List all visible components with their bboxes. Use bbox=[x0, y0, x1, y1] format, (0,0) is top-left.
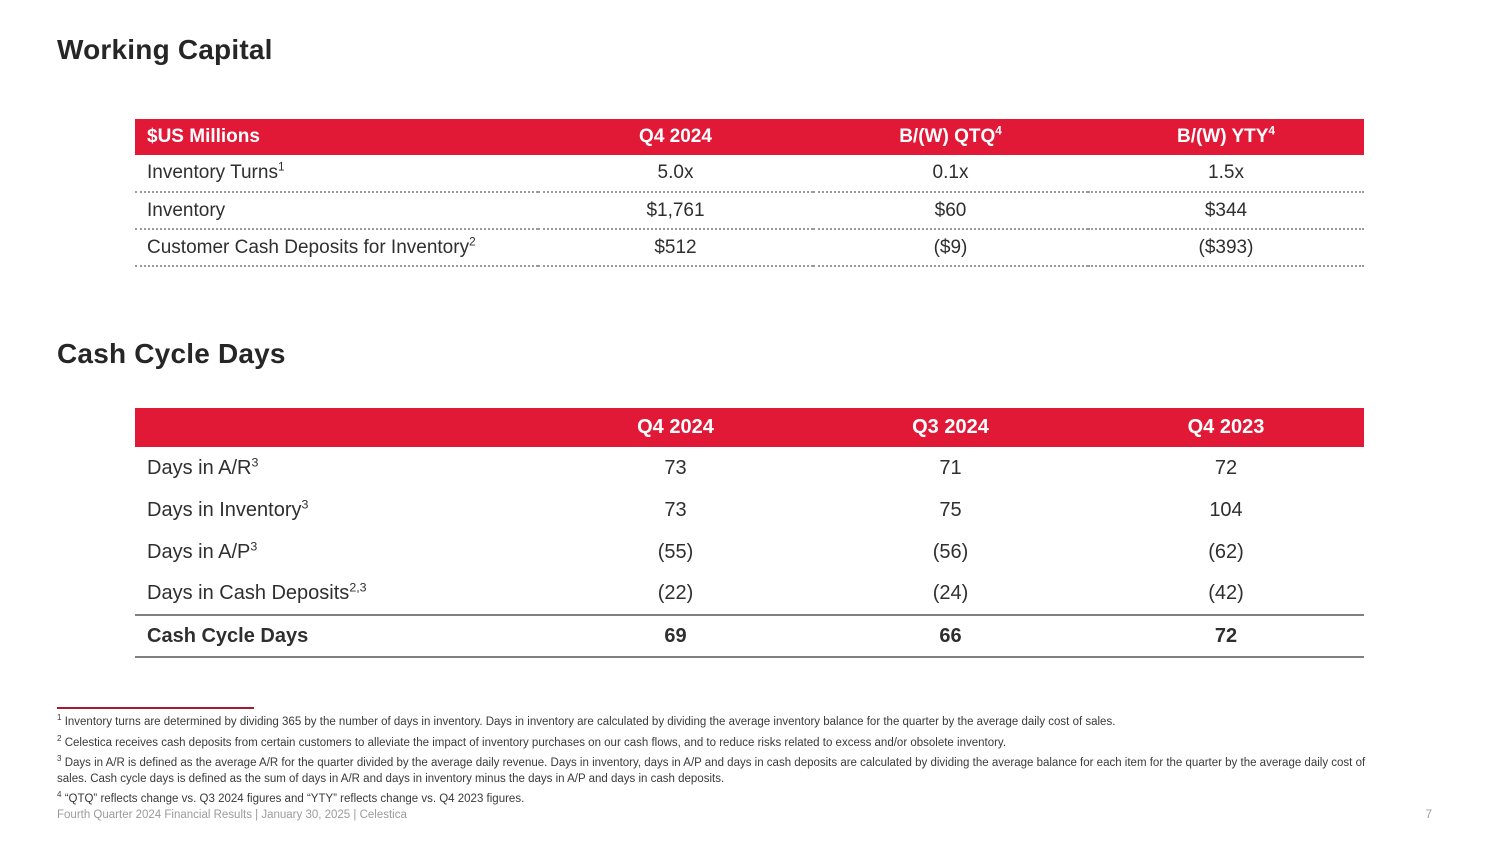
working-capital-title: Working Capital bbox=[57, 34, 273, 65]
table-row-days-in-ar: Days in A/R3 73 71 72 bbox=[135, 447, 1364, 489]
footnote-divider bbox=[57, 707, 254, 709]
cash-cycle-days-title: Cash Cycle Days bbox=[57, 338, 286, 369]
cell-value: ($9) bbox=[813, 229, 1088, 267]
total-row-label: Cash Cycle Days bbox=[135, 614, 538, 658]
footnote-2: 2 Celestica receives cash deposits from … bbox=[57, 733, 1007, 749]
cell-value: (56) bbox=[932, 540, 969, 563]
cell-value: ($393) bbox=[1088, 229, 1364, 267]
footnote-3: 3 Days in A/R is defined as the average … bbox=[57, 754, 1366, 785]
cash-cycle-header-row: Q4 2024 Q3 2024 Q4 2023 bbox=[135, 408, 1364, 447]
cell-value: 73 bbox=[664, 498, 687, 521]
cash-cycle-header-empty bbox=[135, 408, 538, 447]
cell-value: $1,761 bbox=[538, 192, 813, 230]
cell-value: (55) bbox=[657, 540, 694, 563]
slide-footer-text: Fourth Quarter 2024 Financial Results | … bbox=[57, 809, 407, 821]
working-capital-header-bw-yty: B/(W) YTY4 bbox=[1088, 119, 1364, 155]
cell-value: 72 bbox=[1214, 456, 1238, 479]
working-capital-header-q4-2024: Q4 2024 bbox=[538, 119, 813, 155]
table-row-customer-cash-deposits: Customer Cash Deposits for Inventory2 $5… bbox=[135, 229, 1364, 267]
cash-cycle-days-table: Q4 2024 Q3 2024 Q4 2023 Days in A/R3 73 … bbox=[135, 408, 1364, 658]
footnote-4: 4 “QTQ” reflects change vs. Q3 2024 figu… bbox=[57, 790, 525, 806]
working-capital-header-bw-qtq: B/(W) QTQ4 bbox=[813, 119, 1088, 155]
cell-value: (62) bbox=[1208, 540, 1244, 563]
cell-value: $60 bbox=[813, 192, 1088, 230]
total-cell-value: 66 bbox=[813, 614, 1088, 658]
working-capital-header-us-millions: $US Millions bbox=[135, 119, 538, 155]
cell-value: (42) bbox=[1208, 582, 1244, 604]
row-label: Days in A/P3 bbox=[147, 538, 258, 563]
row-label: Inventory Turns1 bbox=[135, 155, 538, 193]
cash-cycle-header-q3-2024: Q3 2024 bbox=[813, 408, 1088, 447]
table-row-inventory: Inventory $1,761 $60 $344 bbox=[135, 192, 1364, 230]
row-label: Inventory bbox=[135, 192, 538, 230]
row-label: Days in Cash Deposits2,3 bbox=[147, 580, 367, 604]
table-row-cash-cycle-days-total: Cash Cycle Days 69 66 72 bbox=[135, 614, 1364, 658]
footnotes: 1 Inventory turns are determined by divi… bbox=[57, 713, 1379, 813]
footnote-1: 1 Inventory turns are determined by divi… bbox=[57, 713, 1116, 728]
working-capital-table: $US Millions Q4 2024 B/(W) QTQ4 B/(W) YT… bbox=[135, 119, 1364, 267]
table-row-inventory-turns: Inventory Turns1 5.0x 0.1x 1.5x bbox=[135, 155, 1364, 193]
total-cell-value: 72 bbox=[1088, 614, 1364, 658]
cell-value: 5.0x bbox=[538, 155, 813, 193]
cell-value: $512 bbox=[538, 229, 813, 267]
cell-value: 71 bbox=[939, 456, 962, 479]
cell-value: 73 bbox=[664, 456, 687, 479]
total-cell-value: 69 bbox=[538, 614, 813, 658]
cell-value: 0.1x bbox=[813, 155, 1088, 193]
table-row-days-in-inventory: Days in Inventory3 73 75 104 bbox=[135, 489, 1364, 531]
row-label: Days in Inventory3 bbox=[147, 496, 309, 521]
cell-value: 104 bbox=[1209, 498, 1243, 521]
cash-cycle-header-q4-2023: Q4 2023 bbox=[1088, 408, 1364, 447]
row-label: Customer Cash Deposits for Inventory2 bbox=[135, 229, 538, 267]
cell-value: 75 bbox=[939, 498, 962, 521]
table-row-days-in-cash-deposits: Days in Cash Deposits2,3 (22) (24) (42) bbox=[135, 573, 1364, 615]
cell-value: (24) bbox=[932, 582, 969, 604]
cash-cycle-header-q4-2024: Q4 2024 bbox=[538, 408, 813, 447]
cell-value: 1.5x bbox=[1088, 155, 1364, 193]
table-row-days-in-ap: Days in A/P3 (55) (56) (62) bbox=[135, 531, 1364, 573]
cell-value: (22) bbox=[657, 582, 694, 604]
row-label: Days in A/R3 bbox=[147, 454, 259, 479]
cell-value: $344 bbox=[1088, 192, 1364, 230]
page-number: 7 bbox=[1425, 809, 1432, 821]
working-capital-header-row: $US Millions Q4 2024 B/(W) QTQ4 B/(W) YT… bbox=[135, 119, 1364, 155]
